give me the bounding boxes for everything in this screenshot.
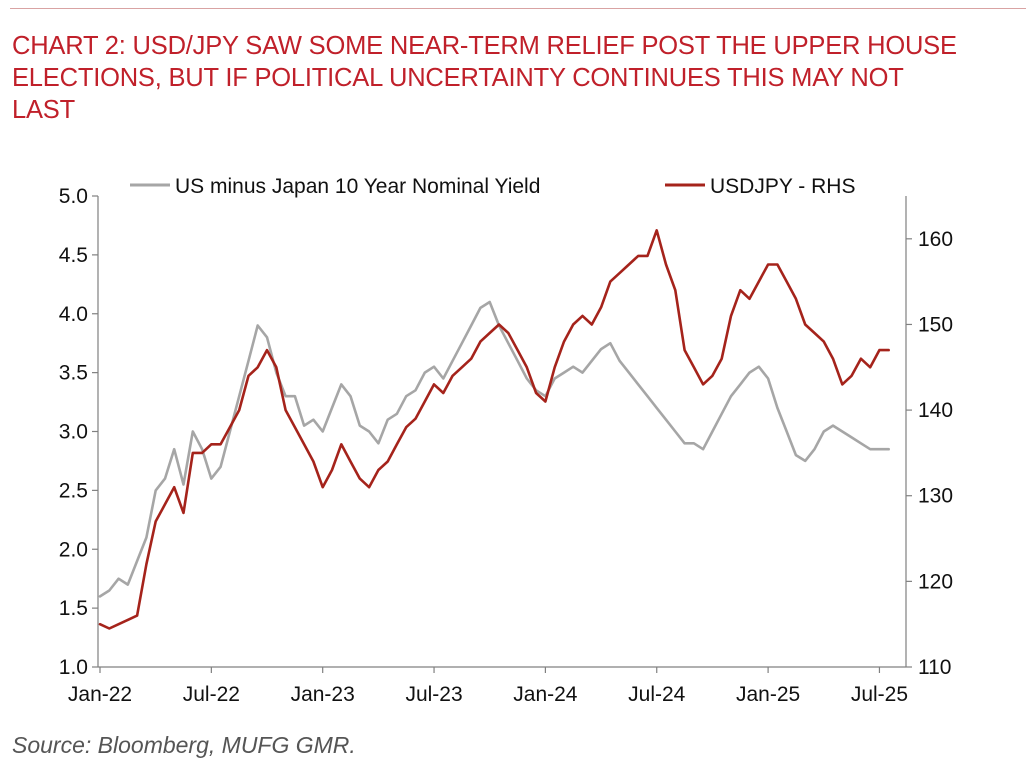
y-left-tick-label: 3.5 xyxy=(59,362,88,385)
y-right-tick-label: 120 xyxy=(918,570,953,593)
y-right-tick-label: 110 xyxy=(918,656,951,679)
y-left-tick-label: 2.5 xyxy=(59,479,88,502)
chart-title-line-1: CHART 2: USD/JPY SAW SOME NEAR-TERM RELI… xyxy=(12,32,957,60)
y-right-tick-label: 160 xyxy=(918,228,953,251)
x-tick-label: Jan-23 xyxy=(291,683,355,706)
legend-label-usdjpy: USDJPY - RHS xyxy=(710,175,855,198)
series xyxy=(98,229,890,630)
x-tick-label: Jan-22 xyxy=(68,683,132,706)
series-line-yield xyxy=(98,300,890,598)
y-left-tick-label: 3.0 xyxy=(59,421,88,444)
y-right-tick-label: 140 xyxy=(918,399,953,422)
y-left-tick-label: 1.0 xyxy=(59,656,88,679)
chart-title-line-2: ELECTIONS, BUT IF POLITICAL UNCERTAINTY … xyxy=(12,64,904,92)
y-left-tick-label: 4.0 xyxy=(59,303,88,326)
axes: 1.0 1.5 2.0 2.5 3.0 3.5 4.0 4.5 5.0 110 120 130 140 1… xyxy=(59,185,953,706)
x-tick-label: Jan-24 xyxy=(513,683,578,706)
x-tick-label: Jul-22 xyxy=(183,683,240,706)
chart-title-line-3: LAST xyxy=(12,96,75,124)
source-note: Source: Bloomberg, MUFG GMR. xyxy=(12,732,356,758)
x-tick-label: Jul-23 xyxy=(405,683,462,706)
y-left-tick-label: 2.0 xyxy=(59,538,88,561)
legend: US minus Japan 10 Year Nominal Yield USD… xyxy=(130,175,855,198)
top-rule xyxy=(10,8,1026,9)
x-tick-label: Jan-25 xyxy=(736,683,800,706)
legend-label-yield: US minus Japan 10 Year Nominal Yield xyxy=(175,175,540,198)
y-right-tick-label: 150 xyxy=(918,313,953,336)
chart-title: CHART 2: USD/JPY SAW SOME NEAR-TERM RELI… xyxy=(12,30,1022,126)
series-line-usdjpy xyxy=(98,229,890,630)
x-tick-label: Jul-25 xyxy=(851,683,908,706)
y-left-tick-label: 1.5 xyxy=(59,597,88,620)
y-right-tick-label: 130 xyxy=(918,485,953,508)
x-tick-label: Jul-24 xyxy=(628,683,686,706)
y-left-tick-label: 5.0 xyxy=(59,185,88,208)
y-left-tick-label: 4.5 xyxy=(59,244,88,267)
